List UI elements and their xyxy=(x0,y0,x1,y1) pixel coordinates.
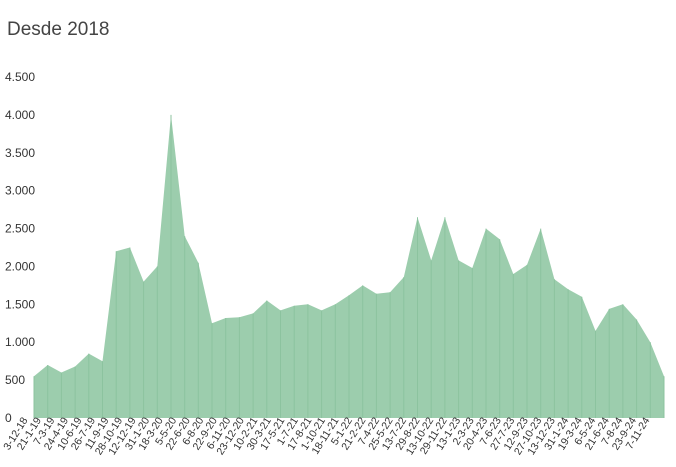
y-tick-label: 2.000 xyxy=(5,259,35,273)
chart-title: Desde 2018 xyxy=(7,19,110,40)
y-tick-label: 0 xyxy=(5,411,12,425)
y-tick-label: 2.500 xyxy=(5,222,35,236)
y-tick-label: 1.000 xyxy=(5,335,35,349)
y-tick-label: 500 xyxy=(5,373,25,387)
y-tick-label: 3.000 xyxy=(5,184,35,198)
y-tick-label: 1.500 xyxy=(5,297,35,311)
series-area xyxy=(34,114,664,419)
y-tick-label: 4.000 xyxy=(5,108,35,122)
y-tick-label: 3.500 xyxy=(5,146,35,160)
y-tick-label: 4.500 xyxy=(5,70,35,84)
